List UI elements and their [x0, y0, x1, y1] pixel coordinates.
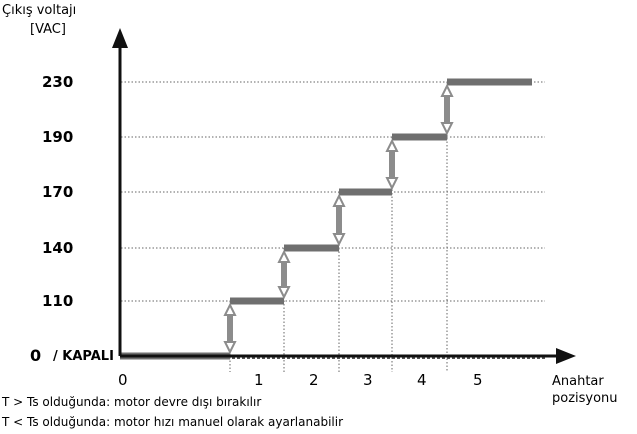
y-axis-arrowhead: [112, 28, 128, 48]
x-tick-label-1: 1: [254, 371, 264, 389]
transition-arrow-4: [385, 138, 399, 191]
x-axis-title-line-2: pozisyonu: [552, 391, 618, 406]
y-tick-labels: 230 190 170 140 110: [42, 73, 73, 310]
axes: [112, 28, 576, 364]
y-tick-label-140: 140: [42, 239, 73, 257]
step-layer: [120, 78, 532, 360]
y-tick-label-230: 230: [42, 73, 73, 91]
transition-arrow-3: [332, 193, 346, 247]
x-tick-label-5: 5: [473, 371, 483, 389]
x-tick-labels: 0 1 2 3 4 5: [118, 371, 483, 389]
transition-arrow-2: [277, 249, 291, 300]
grid-layer: [121, 81, 545, 302]
note-line-1: T > Ts olduğunda: motor devre dışı bırak…: [1, 395, 261, 409]
off-label: / KAPALI: [53, 349, 114, 364]
y-tick-label-110: 110: [42, 292, 73, 310]
y-tick-label-170: 170: [42, 183, 73, 201]
guide-layer: [229, 82, 545, 372]
y-zero-label: 0: [30, 346, 41, 365]
x-tick-label-2: 2: [309, 371, 319, 389]
transition-arrow-1: [223, 302, 237, 355]
y-axis-title-line-2: [VAC]: [30, 22, 66, 37]
x-axis-arrowhead: [556, 348, 576, 364]
x-axis-title-line-1: Anahtar: [552, 374, 604, 389]
y-tick-label-190: 190: [42, 128, 73, 146]
note-line-2: T < Ts olduğunda: motor hızı manuel olar…: [1, 415, 343, 429]
y-axis-title-line-1: Çıkış voltajı: [2, 3, 76, 18]
x-tick-label-4: 4: [417, 371, 427, 389]
x-tick-label-0: 0: [118, 371, 128, 389]
arrow-layer: [223, 83, 454, 355]
transition-arrow-5: [440, 83, 454, 136]
x-tick-label-3: 3: [363, 371, 373, 389]
